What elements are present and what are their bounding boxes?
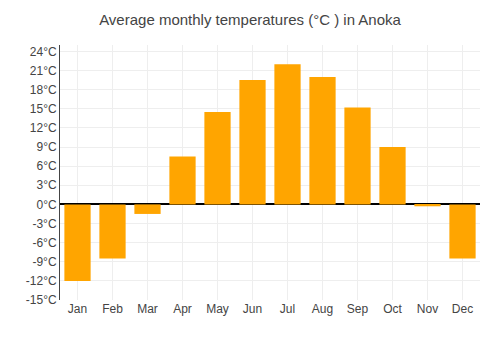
svg-text:-9°C: -9°C (32, 255, 56, 269)
svg-text:Jan: Jan (68, 302, 87, 316)
svg-text:-3°C: -3°C (32, 217, 56, 231)
svg-text:Dec: Dec (452, 302, 473, 316)
svg-text:Jul: Jul (280, 302, 295, 316)
svg-text:9°C: 9°C (36, 140, 56, 154)
svg-text:Feb: Feb (102, 302, 123, 316)
svg-text:-15°C: -15°C (26, 293, 57, 307)
svg-text:0°C: 0°C (36, 198, 56, 212)
svg-text:Apr: Apr (173, 302, 192, 316)
svg-text:Sep: Sep (347, 302, 369, 316)
svg-text:Nov: Nov (417, 302, 438, 316)
svg-text:-6°C: -6°C (32, 236, 56, 250)
svg-text:24°C: 24°C (30, 45, 57, 59)
svg-text:-12°C: -12°C (26, 274, 57, 288)
svg-text:3°C: 3°C (36, 178, 56, 192)
svg-text:21°C: 21°C (30, 64, 57, 78)
svg-text:Oct: Oct (383, 302, 402, 316)
svg-text:18°C: 18°C (30, 83, 57, 97)
svg-text:Jun: Jun (243, 302, 262, 316)
svg-text:Mar: Mar (137, 302, 158, 316)
svg-text:Aug: Aug (312, 302, 333, 316)
svg-text:6°C: 6°C (36, 159, 56, 173)
svg-text:15°C: 15°C (30, 102, 57, 116)
svg-text:Average monthly temperatures (: Average monthly temperatures (°C ) in An… (99, 11, 401, 28)
svg-text:12°C: 12°C (30, 121, 57, 135)
svg-text:May: May (206, 302, 229, 316)
